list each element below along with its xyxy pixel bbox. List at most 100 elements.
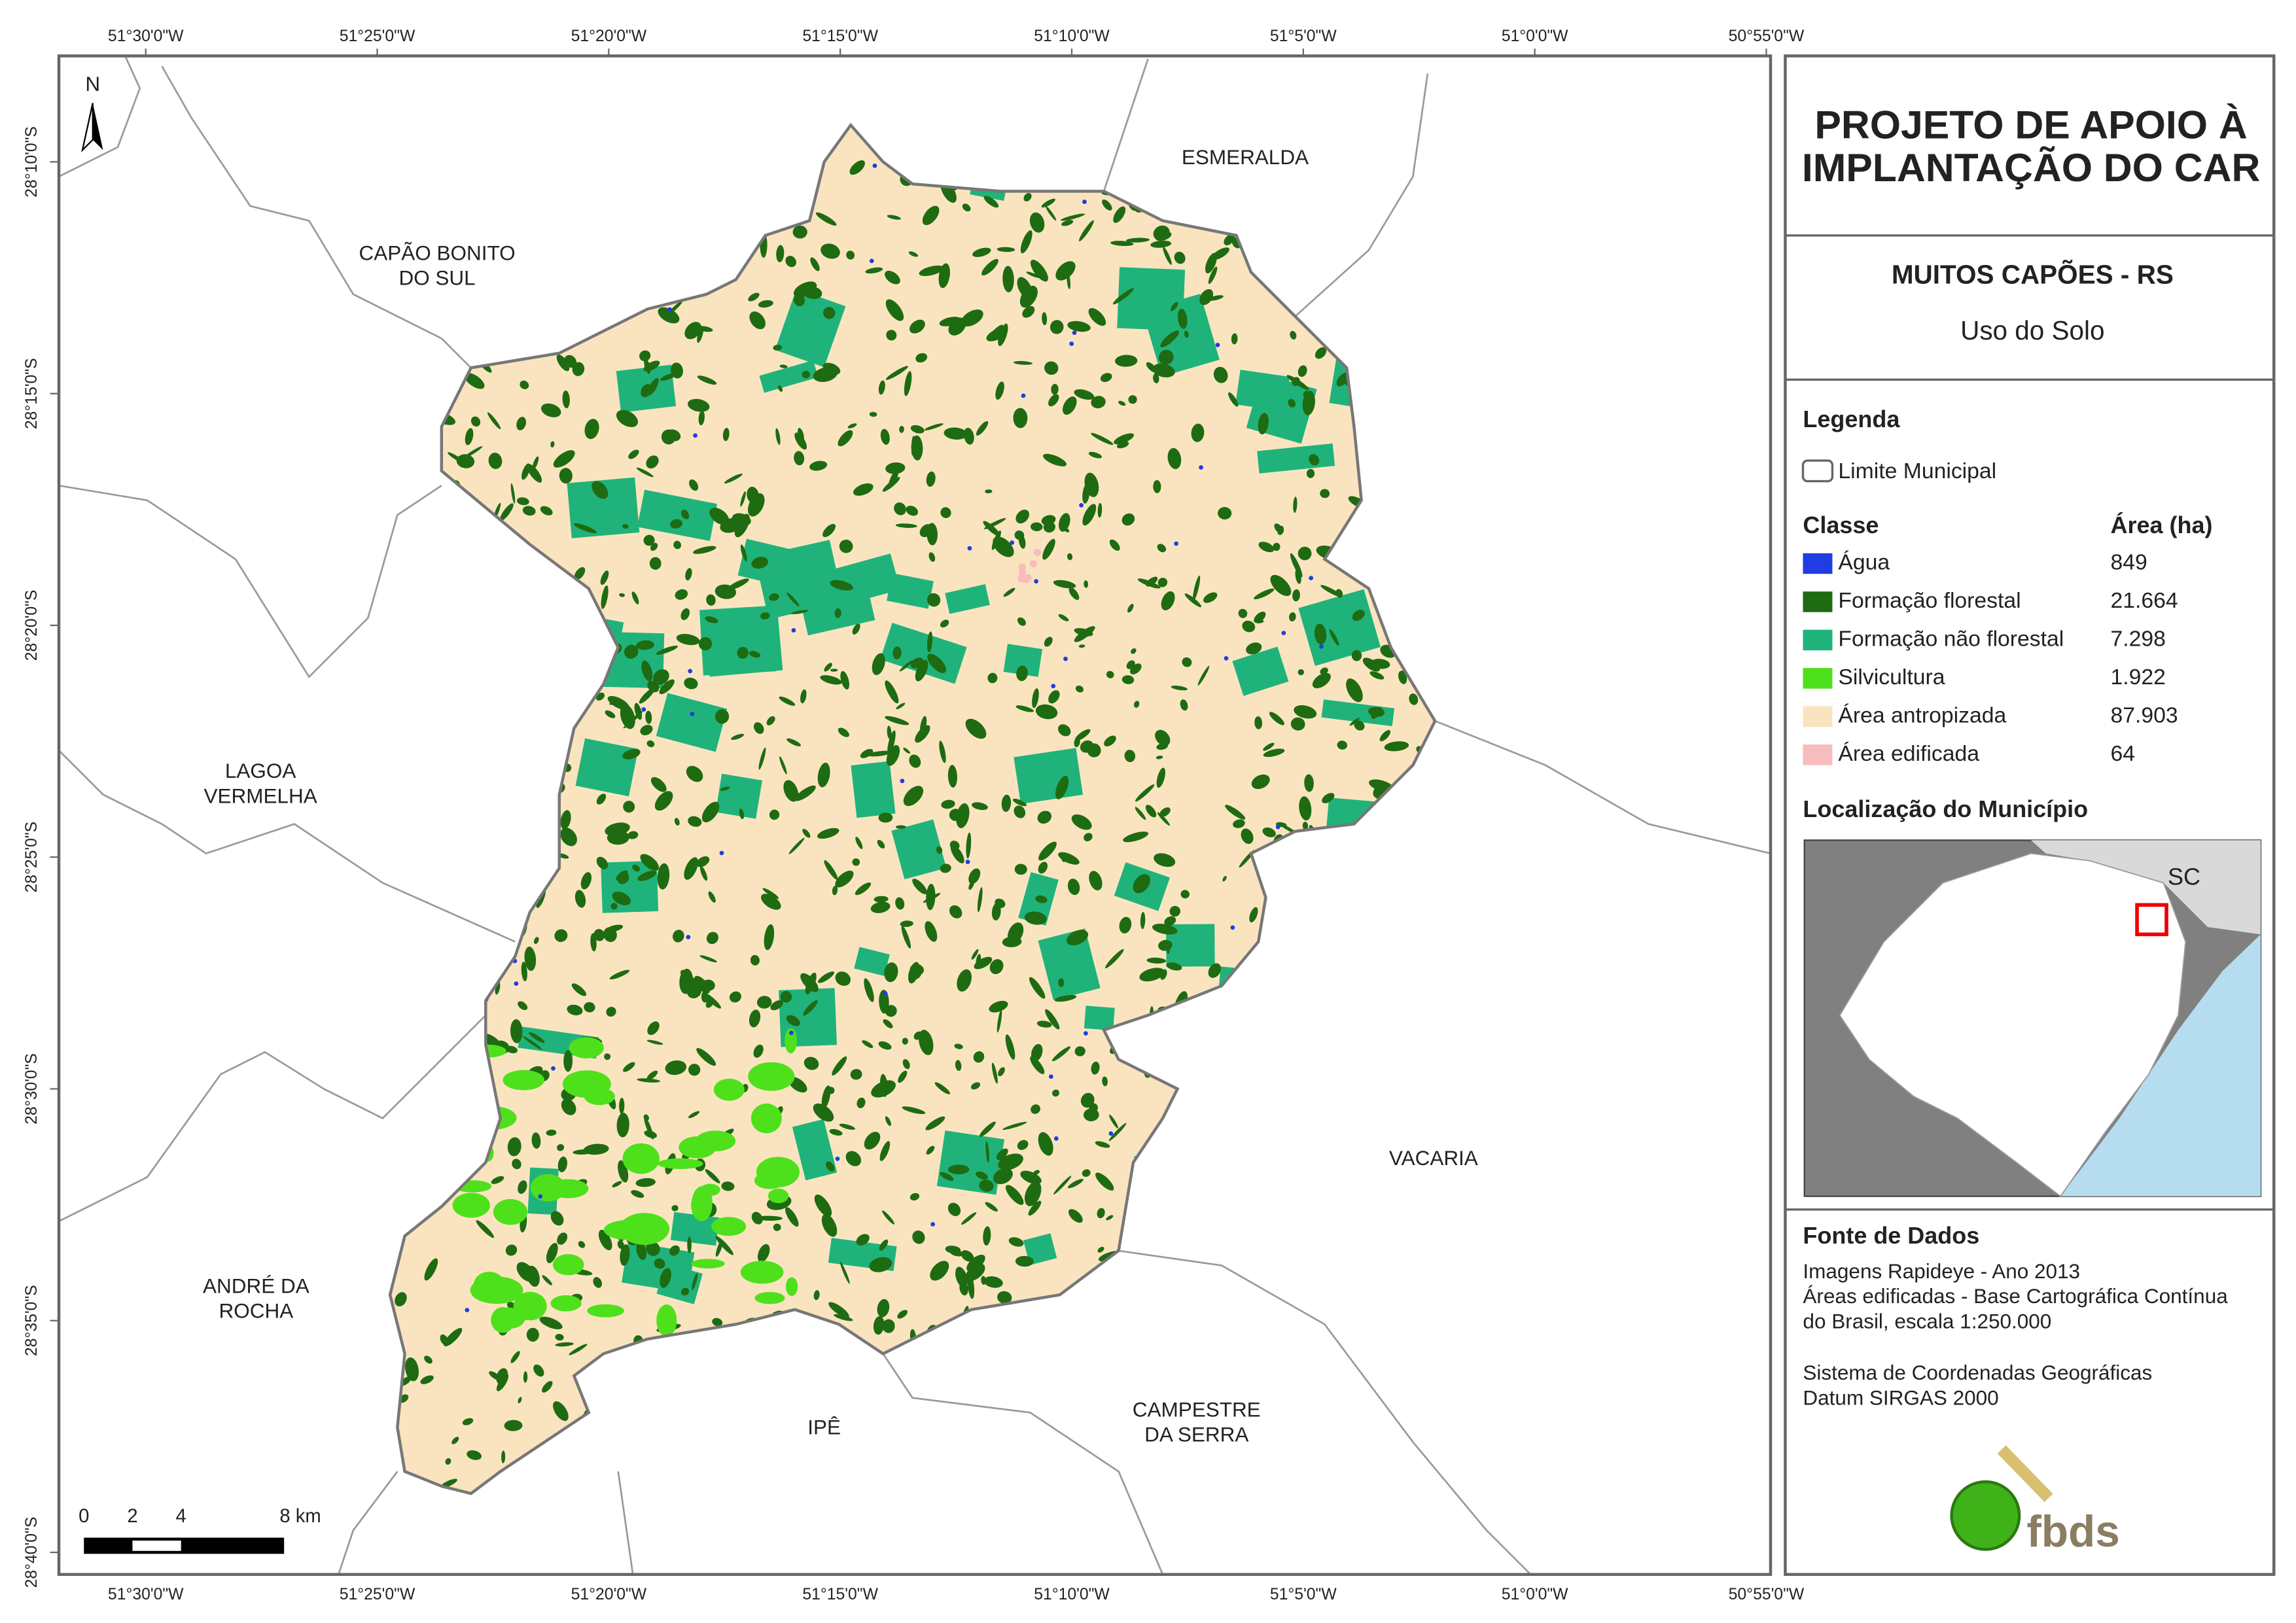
left-coord: 28°35'0"S <box>23 1285 41 1356</box>
patch-forest <box>1074 737 1080 748</box>
patch-forest <box>821 1213 838 1237</box>
patch-forest <box>852 858 860 866</box>
patch-forest <box>1048 690 1060 704</box>
patch-water <box>1199 465 1203 470</box>
patch-forest <box>688 1111 700 1119</box>
patch-forest <box>1008 1237 1024 1247</box>
patch-forest <box>1303 391 1311 399</box>
patch-water <box>900 778 905 784</box>
patch-forest <box>567 1004 583 1016</box>
patch-forest <box>794 785 816 801</box>
boundary <box>161 65 472 369</box>
patch-forest <box>616 410 639 427</box>
patch-forest <box>1108 1123 1127 1142</box>
patch-forest <box>563 1050 573 1072</box>
patch-forest <box>818 971 835 983</box>
patch-forest <box>1020 230 1033 254</box>
patch-water <box>872 164 877 168</box>
patch-forest <box>815 212 837 226</box>
patch-forest <box>949 1249 964 1257</box>
patch-forest <box>1069 587 1080 601</box>
patch-forest <box>1026 271 1041 279</box>
patch-water <box>869 258 874 264</box>
patch-forest <box>885 270 900 285</box>
patch-silviculture <box>748 1062 795 1091</box>
patch-nonforest <box>851 761 896 818</box>
patch-forest <box>800 689 807 704</box>
patch-forest <box>1062 396 1077 415</box>
patch-forest <box>873 1316 885 1335</box>
patch-forest <box>1289 612 1296 622</box>
patch-forest <box>1097 502 1103 518</box>
patch-forest <box>779 364 788 368</box>
patch-water <box>1063 656 1068 661</box>
patch-forest <box>1269 712 1284 725</box>
patch-forest <box>927 631 933 653</box>
patch-water <box>835 1156 840 1161</box>
patch-forest <box>981 1276 987 1285</box>
patch-built <box>1018 563 1026 571</box>
patch-forest <box>997 1009 1002 1033</box>
patch-forest <box>1013 408 1028 428</box>
boundary <box>617 1471 634 1575</box>
patch-forest <box>522 506 536 516</box>
patch-forest <box>912 879 927 895</box>
patch-silviculture <box>768 1189 789 1204</box>
bottom-coord: 51°15'0"W <box>802 1586 878 1603</box>
patch-forest <box>1019 285 1038 308</box>
patch-forest <box>804 1056 819 1070</box>
patch-nonforest <box>737 538 807 590</box>
patch-forest <box>542 1275 552 1285</box>
inset-map <box>1803 839 2262 1197</box>
patch-forest <box>947 765 957 788</box>
patch-forest <box>983 196 999 208</box>
class-area: 87.903 <box>2111 703 2178 727</box>
patch-forest <box>622 524 629 529</box>
source-line: Áreas edificadas - Base Cartográfica Con… <box>1803 1284 2228 1308</box>
patch-forest <box>1329 629 1339 646</box>
patch-forest <box>1306 468 1315 478</box>
patch-forest <box>870 901 891 913</box>
patch-forest <box>1171 686 1188 691</box>
patch-forest <box>855 882 872 896</box>
patch-forest <box>612 891 631 905</box>
boundary <box>59 56 141 178</box>
patch-water <box>1281 631 1286 636</box>
patch-forest <box>692 546 716 554</box>
patch-forest <box>1384 741 1409 752</box>
patch-forest <box>420 1375 434 1384</box>
left-coord: 28°15'0"S <box>23 358 41 429</box>
patch-forest <box>737 646 749 659</box>
patch-forest <box>523 1371 528 1383</box>
patch-forest <box>1005 1185 1024 1205</box>
patch-forest <box>761 894 781 910</box>
patch-forest <box>939 317 961 326</box>
scale-label: 4 <box>176 1506 186 1527</box>
patch-forest <box>936 846 943 854</box>
patch-forest <box>701 991 709 1003</box>
patch-forest <box>1222 876 1227 882</box>
patch-forest <box>857 1097 866 1109</box>
patch-forest <box>656 645 679 655</box>
patch-forest <box>896 703 906 710</box>
patch-forest <box>864 1132 881 1150</box>
patch-forest <box>684 322 702 340</box>
patch-forest <box>1167 447 1182 470</box>
patch-silviculture <box>751 1103 782 1134</box>
place-name: DO SUL <box>398 266 475 290</box>
patch-forest <box>1067 879 1080 896</box>
patch-forest <box>510 483 516 504</box>
patch-forest <box>689 479 699 491</box>
patch-forest <box>878 1041 892 1050</box>
bottom-coord: 51°0'0"W <box>1502 1586 1568 1603</box>
patch-forest <box>557 1156 567 1172</box>
patch-forest <box>1192 575 1201 601</box>
patch-forest <box>491 1176 504 1184</box>
top-coord: 51°25'0"W <box>340 27 415 45</box>
patch-forest <box>832 885 838 896</box>
patch-forest <box>766 716 775 725</box>
patch-forest <box>672 930 684 943</box>
patch-forest <box>934 1082 951 1094</box>
patch-forest <box>571 983 587 996</box>
patch-forest <box>1258 413 1269 435</box>
